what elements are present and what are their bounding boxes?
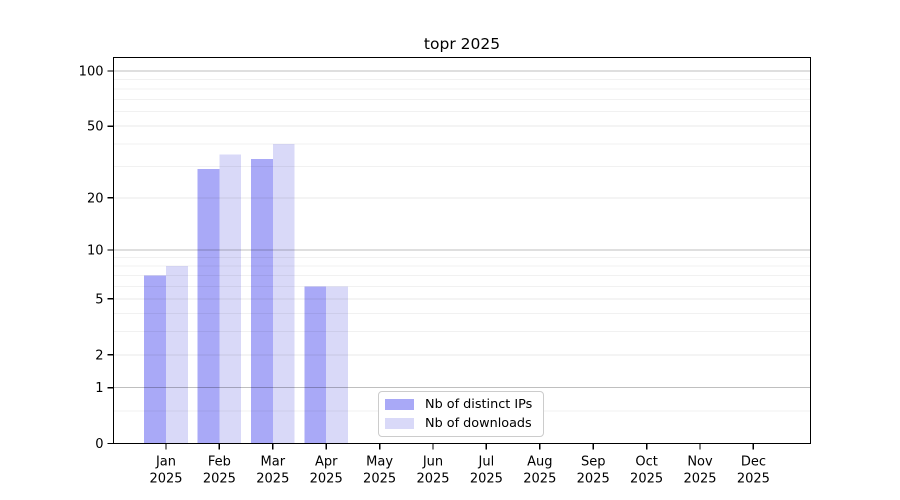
legend-label-distinct-ips: Nb of distinct IPs: [425, 397, 533, 412]
x-tick-label-month-jun: Jun: [422, 455, 443, 470]
bar-distinct-ips-apr: [304, 286, 327, 444]
bar-distinct-ips-jan: [144, 275, 166, 444]
x-tick-label-month-jul: Jul: [478, 455, 495, 470]
x-tick-label-year-may: 2025: [363, 472, 396, 487]
x-tick-label-month-apr: Apr: [315, 455, 338, 470]
bar-downloads-mar: [272, 143, 295, 444]
bar-downloads-apr: [326, 286, 348, 444]
bar-distinct-ips-feb: [197, 169, 220, 444]
x-tick-label-year-jun: 2025: [416, 472, 449, 487]
x-tick-label-year-aug: 2025: [523, 472, 556, 487]
bar-downloads-feb: [219, 154, 242, 444]
legend-label-downloads: Nb of downloads: [425, 416, 532, 431]
y-tick-label-50: 50: [87, 120, 104, 135]
legend-item-distinct-ips: Nb of distinct IPs: [385, 397, 543, 413]
x-tick-label-month-oct: Oct: [635, 455, 657, 470]
x-tick-label-year-feb: 2025: [203, 472, 236, 487]
x-tick-label-year-mar: 2025: [256, 472, 289, 487]
x-tick-label-year-oct: 2025: [630, 472, 663, 487]
x-tick-label-year-sep: 2025: [577, 472, 610, 487]
x-tick-label-year-dec: 2025: [737, 472, 770, 487]
y-tick-label-1: 1: [95, 381, 103, 396]
x-tick-label-month-mar: Mar: [261, 455, 286, 470]
x-tick-label-year-apr: 2025: [310, 472, 343, 487]
y-tick-label-100: 100: [79, 64, 104, 79]
x-tick-label-month-sep: Sep: [581, 455, 606, 470]
x-tick-label-year-jul: 2025: [470, 472, 503, 487]
x-tick-label-year-nov: 2025: [683, 472, 716, 487]
y-tick-label-5: 5: [95, 292, 103, 307]
legend-swatch-distinct-ips: [385, 399, 414, 410]
legend-item-downloads: Nb of downloads: [385, 416, 543, 432]
chart-title: topr 2025: [423, 35, 501, 53]
y-tick-label-10: 10: [87, 243, 104, 258]
x-tick-label-year-jan: 2025: [149, 472, 182, 487]
legend: Nb of distinct IPs Nb of downloads: [378, 391, 544, 437]
y-tick-label-2: 2: [95, 348, 103, 363]
bar-distinct-ips-mar: [251, 158, 273, 444]
x-tick-label-month-feb: Feb: [208, 455, 231, 470]
x-tick-label-month-may: May: [366, 455, 393, 470]
y-tick-label-0: 0: [95, 437, 103, 452]
legend-swatch-downloads: [385, 418, 414, 429]
y-tick-label-20: 20: [87, 191, 104, 206]
bar-downloads-jan: [166, 266, 188, 444]
x-tick-label-month-jan: Jan: [155, 455, 176, 470]
x-tick-label-month-nov: Nov: [687, 455, 713, 470]
x-tick-label-month-aug: Aug: [527, 455, 552, 470]
x-tick-label-month-dec: Dec: [741, 455, 766, 470]
